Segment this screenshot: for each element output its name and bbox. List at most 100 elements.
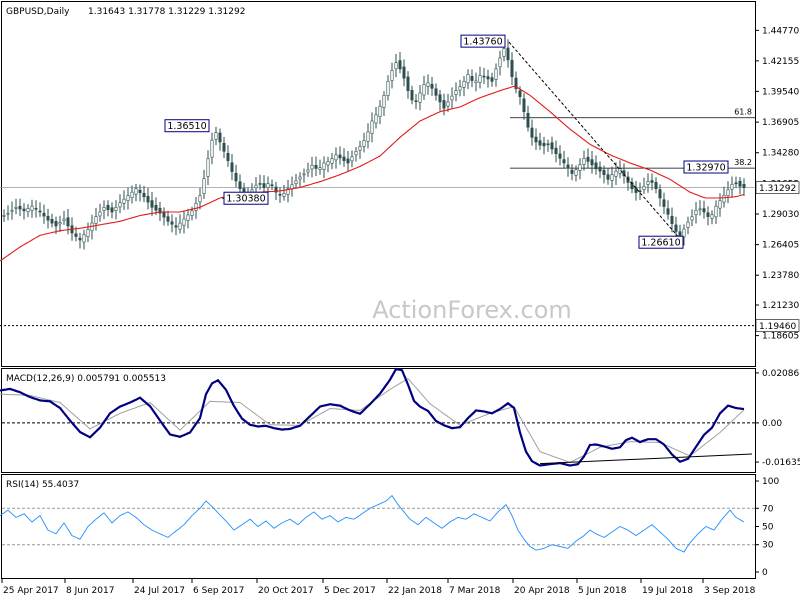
- price-bar: [590, 151, 594, 174]
- price-bar: [222, 136, 226, 159]
- price-bar: [38, 202, 42, 217]
- price-label-box: [638, 235, 684, 249]
- price-bar: [42, 204, 46, 224]
- price-bar: [354, 147, 358, 162]
- date-tick-4: 20 Oct 2017: [258, 586, 314, 596]
- price-bar: [306, 162, 310, 177]
- price-bar: [46, 208, 50, 229]
- price-bar: [218, 128, 222, 151]
- price-bar: [414, 94, 418, 110]
- price-bar: [434, 83, 438, 101]
- price-label-0: 1.43760: [463, 37, 502, 48]
- price-bar: [26, 204, 30, 218]
- price-bar: [314, 156, 318, 176]
- price-bar: [614, 162, 618, 186]
- price-bar: [426, 74, 430, 95]
- price-bar: [738, 177, 742, 195]
- price-bar: [342, 148, 346, 167]
- price-bar: [410, 85, 414, 105]
- price-bar: [458, 79, 462, 97]
- price-tick-0: 1.44770: [762, 26, 799, 36]
- price-bar: [386, 75, 390, 101]
- price-bar: [538, 132, 542, 150]
- price-panel: [1, 1, 756, 367]
- current-price-label-tag: [755, 181, 800, 194]
- price-bar: [326, 156, 330, 173]
- price-bar: [642, 177, 646, 194]
- price-bar: [278, 187, 282, 203]
- price-bar: [498, 50, 502, 76]
- price-bar: [30, 199, 34, 218]
- rsi-line: [0, 494, 745, 553]
- price-bar: [86, 222, 90, 243]
- price-bar: [570, 164, 574, 181]
- price-bar: [594, 155, 598, 175]
- price-bar: [214, 126, 218, 146]
- price-bar: [378, 100, 382, 125]
- price-bar: [318, 159, 322, 175]
- rsi-tick-0: 100: [762, 477, 779, 487]
- price-bar: [130, 185, 134, 204]
- price-bar: [574, 165, 578, 182]
- current-price-label: 1.31292: [759, 184, 796, 194]
- price-bar: [406, 71, 410, 99]
- price-bar: [186, 208, 190, 229]
- date-tick-3: 6 Sep 2017: [193, 586, 244, 596]
- macd-panel: [1, 368, 756, 473]
- price-bar: [206, 150, 210, 186]
- price-label-4: 1.26610: [641, 238, 680, 249]
- price-bar: [662, 192, 666, 215]
- price-bar: [138, 184, 142, 202]
- price-bar: [530, 119, 534, 146]
- price-bar: [602, 165, 606, 184]
- price-bar: [686, 216, 690, 235]
- price-bar: [270, 179, 274, 191]
- date-tick-0: 25 Apr 2017: [3, 586, 59, 596]
- price-bar: [350, 150, 354, 168]
- price-tick-8: 1.23780: [762, 271, 799, 281]
- macd-trendline: [539, 453, 753, 465]
- price-bar: [490, 72, 494, 87]
- price-bar: [706, 206, 710, 226]
- price-bar: [474, 72, 478, 92]
- price-tick-9: 1.21230: [762, 301, 799, 311]
- date-tick-6: 22 Jan 2018: [388, 586, 442, 596]
- price-bar: [390, 62, 394, 89]
- fib-label-1: 38.2: [734, 158, 752, 167]
- price-bar: [234, 164, 238, 188]
- price-bar: [170, 214, 174, 233]
- date-tick-11: 3 Sep 2018: [704, 586, 756, 596]
- price-bar: [730, 176, 734, 198]
- price-bar: [654, 177, 658, 194]
- price-tick-10: 1.18605: [762, 332, 799, 342]
- price-bar: [2, 209, 6, 222]
- price-bar: [82, 229, 86, 250]
- macd-axis: 0.020861 0.00 -0.016357: [755, 369, 800, 468]
- price-bar: [98, 203, 102, 222]
- price-label-box: [460, 34, 506, 48]
- price-bar: [358, 140, 362, 159]
- price-bar: [466, 69, 470, 90]
- price-bar: [718, 193, 722, 217]
- price-bar: [6, 205, 10, 221]
- price-bar: [146, 187, 150, 210]
- price-bar: [566, 157, 570, 177]
- price-bar: [102, 200, 106, 220]
- price-bar: [726, 181, 730, 204]
- price-bar: [182, 211, 186, 234]
- rsi-title: RSI(14) 55.4037: [6, 480, 79, 490]
- price-label-box: [164, 119, 210, 133]
- price-bar: [486, 69, 490, 88]
- price-bar: [550, 136, 554, 155]
- price-bar: [142, 185, 146, 203]
- price-bar: [630, 177, 634, 194]
- macd-title: MACD(12,26,9) 0.005791 0.005513: [6, 374, 166, 384]
- price-bar: [454, 82, 458, 102]
- price-label-1: 1.36510: [167, 121, 206, 132]
- price-bar: [470, 69, 474, 88]
- price-bar: [294, 174, 298, 188]
- price-tick-6: 1.29030: [762, 210, 799, 220]
- price-bar: [362, 132, 366, 153]
- price-bar: [510, 52, 514, 86]
